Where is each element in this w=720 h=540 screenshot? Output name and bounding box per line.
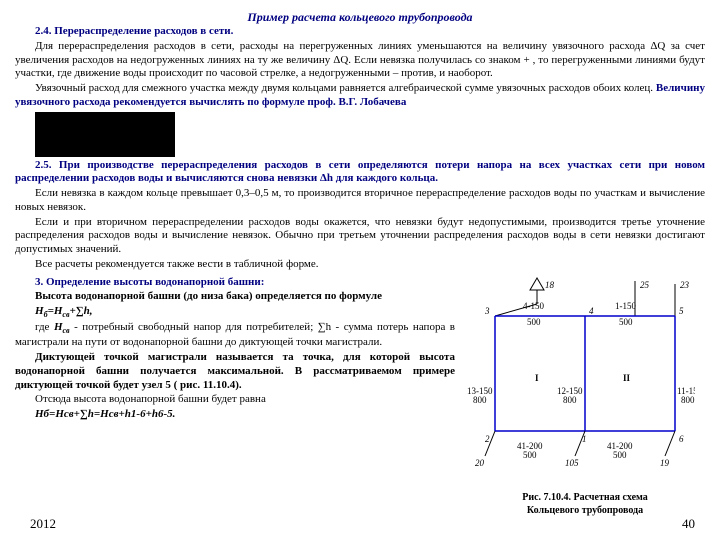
footer-year: 2012	[30, 516, 56, 532]
svg-text:19: 19	[660, 458, 670, 468]
svg-text:23: 23	[680, 280, 690, 290]
svg-text:500: 500	[613, 450, 627, 460]
svg-text:20: 20	[475, 458, 485, 468]
s24-p1: Для перераспределения расходов в сети, р…	[15, 40, 705, 81]
svg-text:4: 4	[589, 306, 594, 316]
svg-text:2: 2	[485, 434, 490, 444]
svg-text:I: I	[535, 373, 539, 383]
svg-text:1-150: 1-150	[615, 301, 636, 311]
s25-head: 2.5. При производстве перераспределения …	[15, 159, 705, 185]
s24-p2a: Увязочный расход для смежного участка ме…	[35, 82, 653, 94]
section-25: 2.5. При производстве перераспределения …	[15, 159, 705, 187]
svg-text:6: 6	[679, 434, 684, 444]
svg-text:500: 500	[619, 317, 633, 327]
svg-text:II: II	[623, 373, 631, 383]
formula-1: Hб=Hсв+∑h,	[15, 305, 455, 320]
s25-p2: Если и при вторичном перераспределении р…	[15, 216, 705, 257]
svg-text:4-150: 4-150	[523, 301, 544, 311]
svg-text:3: 3	[484, 306, 490, 316]
svg-text:5: 5	[679, 306, 684, 316]
svg-text:800: 800	[681, 395, 695, 405]
s3-p1: Высота водонапорной башни (до низа бака)…	[15, 290, 455, 304]
section-24: 2.4. Перераспределение расходов в сети.	[15, 25, 705, 39]
page-title: Пример расчета кольцевого трубопровода	[15, 10, 705, 25]
svg-text:500: 500	[523, 450, 537, 460]
s25-p1: Если невязка в каждом кольце превышает 0…	[15, 187, 705, 215]
svg-text:800: 800	[473, 395, 487, 405]
diagram-caption: Рис. 7.10.4. Расчетная схема Кольцевого …	[465, 492, 705, 517]
svg-text:105: 105	[565, 458, 579, 468]
right-column: 18 25 23 3 4 5 2 1 6 4-150 500 1	[465, 276, 705, 518]
svg-text:18: 18	[545, 280, 555, 290]
svg-text:800: 800	[563, 395, 577, 405]
s3-p4: Отсюда высота водонапорной башни будет р…	[15, 393, 455, 407]
s3-p3: Диктующей точкой магистрали называется т…	[15, 351, 455, 392]
svg-text:500: 500	[527, 317, 541, 327]
formula-2: Hб=Hсв+∑h=Hсв+h1-6+h6-5.	[15, 408, 455, 422]
svg-text:25: 25	[640, 280, 650, 290]
left-column: 3. Определение высоты водонапорной башни…	[15, 276, 455, 518]
ring-pipeline-diagram: 18 25 23 3 4 5 2 1 6 4-150 500 1	[465, 276, 695, 486]
s3-p2: где Hсв - потребный свободный напор для …	[15, 321, 455, 350]
s3-head: 3. Определение высоты водонапорной башни…	[35, 276, 264, 288]
section-3: 3. Определение высоты водонапорной башни…	[15, 276, 455, 290]
page-number: 40	[682, 516, 695, 532]
s25-p3: Все расчеты рекомендуется также вести в …	[15, 258, 705, 272]
s24-head: 2.4. Перераспределение расходов в сети.	[35, 25, 233, 37]
s24-p2: Увязочный расход для смежного участка ме…	[15, 82, 705, 110]
redacted-block	[35, 112, 175, 157]
